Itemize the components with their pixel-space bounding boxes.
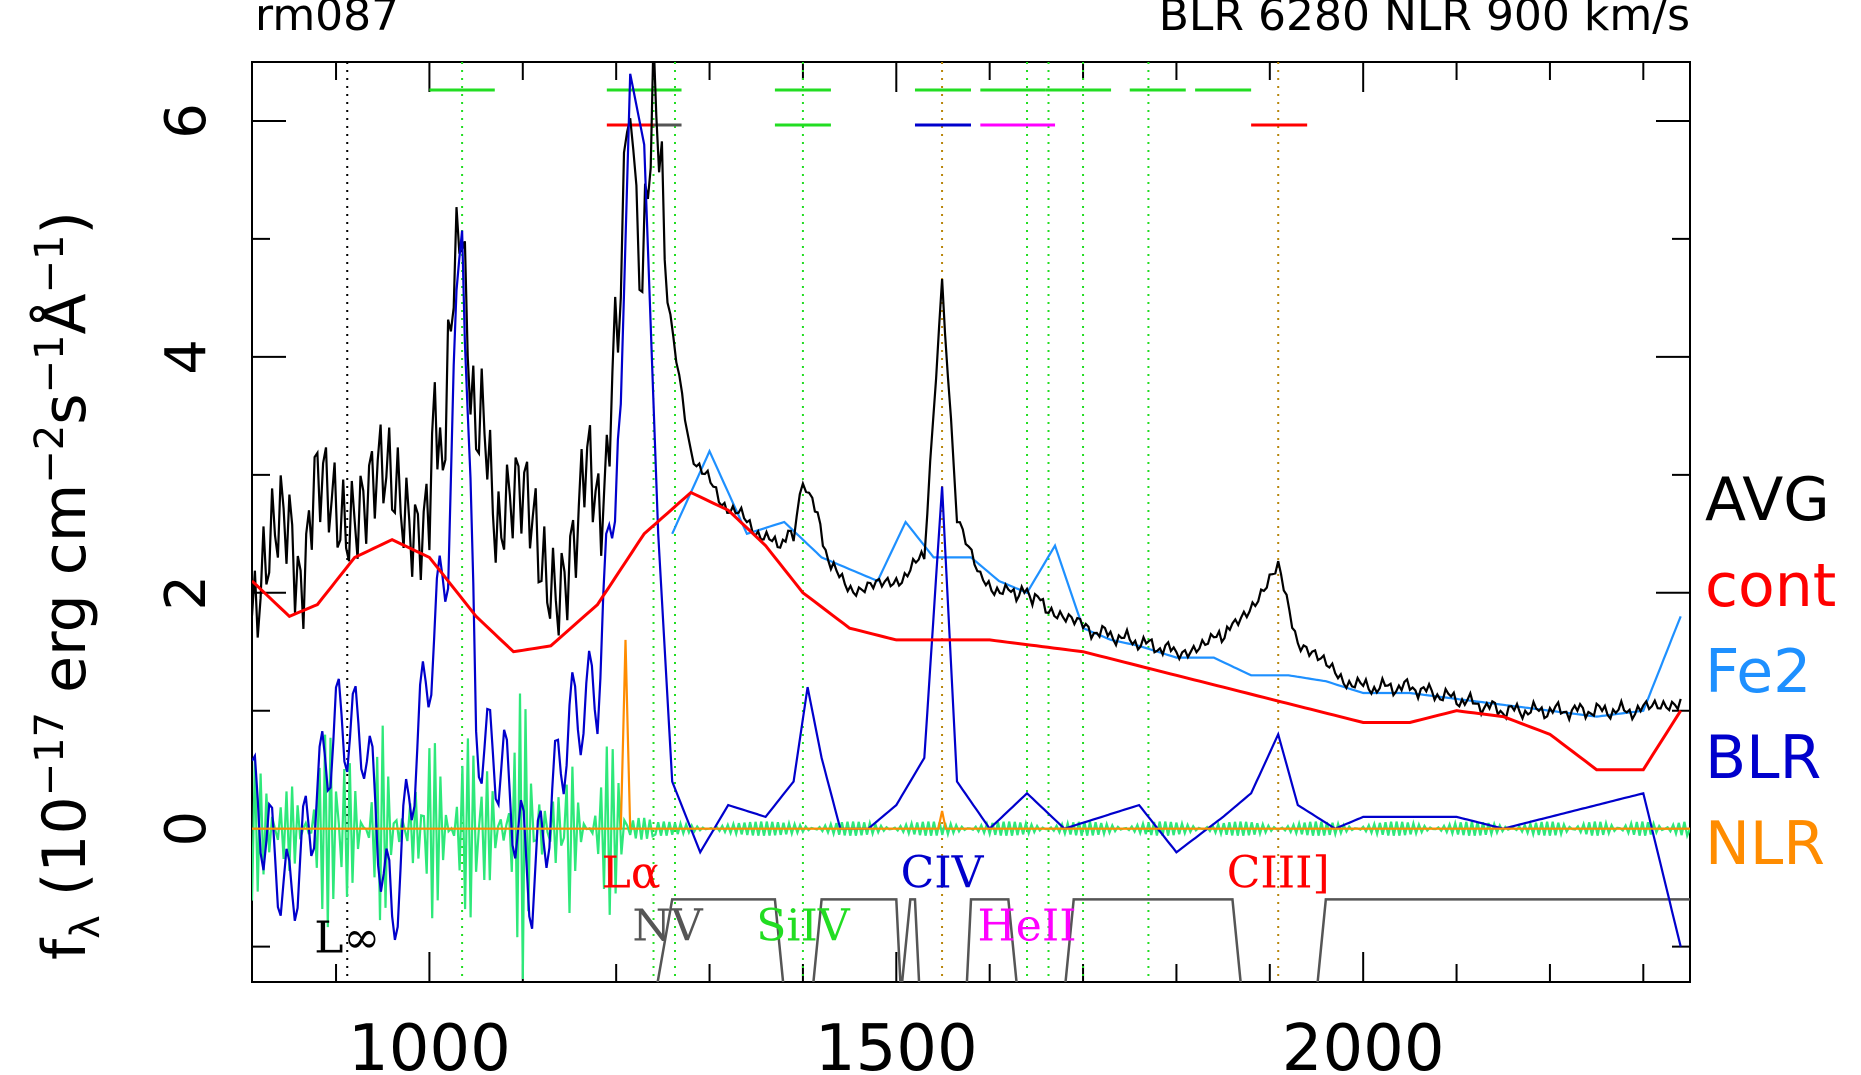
y-tick-label: 2 xyxy=(154,575,219,611)
legend-cont: cont xyxy=(1705,551,1836,621)
y-tick-label: 4 xyxy=(154,339,219,375)
ylabel-mid: Å xyxy=(29,294,100,335)
series-blr xyxy=(252,73,1682,947)
line-label: SiIV xyxy=(756,901,851,952)
ylabel-lambda: λ xyxy=(63,915,109,939)
x-tick-label: 1500 xyxy=(815,1012,978,1075)
x-tick-label: 2000 xyxy=(1282,1012,1445,1075)
legend: AVG cont Fe2 BLR NLR xyxy=(1705,465,1836,879)
ylabel-mid: erg cm xyxy=(30,484,100,712)
line-label: CIII] xyxy=(1227,848,1330,899)
legend-avg: AVG xyxy=(1705,465,1830,535)
series-nlr xyxy=(252,639,1690,830)
series-residual xyxy=(252,693,1690,980)
chart-title-left: rm087 xyxy=(255,0,399,41)
y-tick-label: 6 xyxy=(154,103,219,139)
legend-nlr: NLR xyxy=(1705,809,1825,879)
line-label: NV xyxy=(632,901,704,952)
line-label: HeII xyxy=(977,901,1076,952)
ylabel-exp: −17 xyxy=(27,712,73,796)
legend-fe2: Fe2 xyxy=(1705,637,1811,707)
ylabel-open: (10 xyxy=(30,796,100,915)
x-tick-label: 1000 xyxy=(348,1012,511,1075)
plot-content xyxy=(252,62,1690,982)
line-label: L∞ xyxy=(314,913,380,964)
legend-blr: BLR xyxy=(1705,723,1821,793)
line-label: Lα xyxy=(602,848,661,899)
plot-frame xyxy=(251,61,1691,983)
y-tick-label: 0 xyxy=(154,811,219,847)
ylabel-close: ) xyxy=(30,211,100,234)
ylabel-mid: s xyxy=(30,394,100,425)
y-axis-label: fλ (10−17 erg cm−2s−1Å−1) xyxy=(27,211,109,960)
y-axis-label-text: fλ (10−17 erg cm−2s−1Å−1) xyxy=(27,211,109,960)
series-avg xyxy=(252,62,1682,724)
ylabel-exp: −1 xyxy=(27,235,73,294)
series-cont xyxy=(252,490,1682,772)
window-curve xyxy=(656,898,1690,982)
line-label: CIV xyxy=(901,848,985,899)
chart-title-right: BLR 6280 NLR 900 km/s xyxy=(1159,0,1690,41)
ylabel-exp: −1 xyxy=(27,335,73,394)
ylabel-exp: −2 xyxy=(27,425,73,484)
ylabel-f: f xyxy=(30,937,100,960)
